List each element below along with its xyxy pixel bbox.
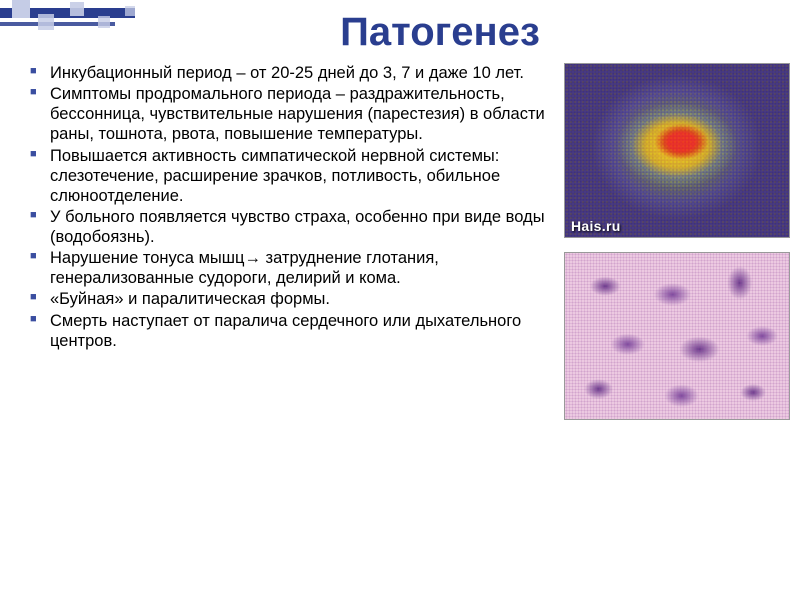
bullet-list: Инкубационный период – от 20-25 дней до … [30, 63, 556, 351]
list-item: Инкубационный период – от 20-25 дней до … [30, 63, 556, 83]
microscopy-image-1: Hais.ru [564, 63, 790, 238]
image-watermark: Hais.ru [571, 218, 621, 234]
list-item: Смерть наступает от паралича сердечного … [30, 311, 556, 351]
list-item: У больного появляется чувство страха, ос… [30, 207, 556, 247]
page-title: Патогенез [80, 0, 800, 55]
list-item: «Буйная» и паралитическая формы. [30, 289, 556, 309]
list-item: Симптомы продромального периода – раздра… [30, 84, 556, 144]
image-column: Hais.ru [564, 63, 792, 420]
list-item: Нарушение тонуса мышц→ затруднение глота… [30, 248, 556, 288]
list-item: Повышается активность симпатической нерв… [30, 146, 556, 206]
content-area: Инкубационный период – от 20-25 дней до … [0, 55, 800, 420]
text-column: Инкубационный период – от 20-25 дней до … [30, 63, 556, 420]
microscopy-image-2 [564, 252, 790, 420]
corner-decoration [0, 0, 180, 40]
